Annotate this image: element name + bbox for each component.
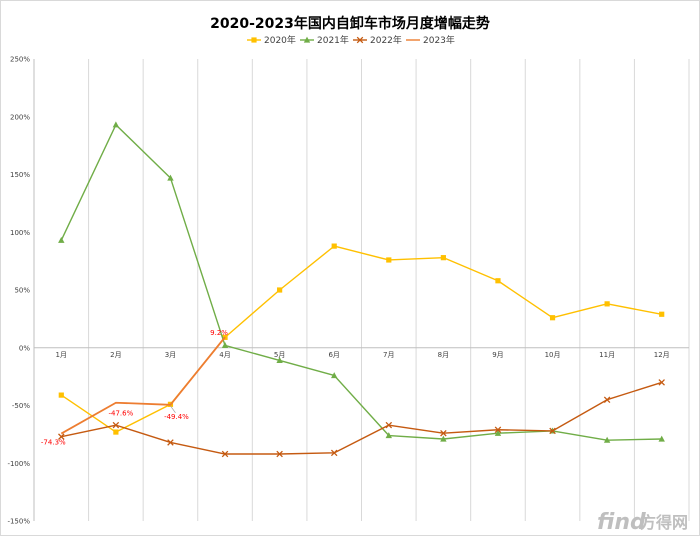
data-point [495, 278, 501, 284]
x-tick-label: 1月 [56, 351, 67, 359]
x-tick-label: 9月 [492, 351, 503, 359]
legend-item: 2020年 [247, 34, 296, 46]
data-point [221, 342, 229, 349]
legend-label: 2021年 [317, 34, 349, 46]
legend-item: 2021年 [300, 34, 349, 46]
data-point [330, 449, 338, 457]
chart-title: 2020-2023年国内自卸车市场月度增幅走势 [210, 15, 490, 32]
data-labels: -74.3% -47.6% -49.4% 9.2% [41, 329, 228, 446]
y-tick-label: -100% [7, 460, 30, 468]
data-label: 9.2% [210, 329, 228, 337]
watermark-suffix: 方得网 [640, 513, 688, 532]
data-point [356, 36, 364, 44]
data-point [58, 433, 65, 440]
y-tick-label: 250% [10, 56, 30, 64]
legend-label: 2023年 [423, 34, 455, 46]
data-point [603, 436, 611, 443]
data-point [276, 357, 283, 364]
x-tick-label: 4月 [219, 351, 230, 359]
series-layer [58, 121, 665, 458]
data-point [494, 426, 502, 434]
x-tick-label: 7月 [383, 351, 394, 359]
data-point [303, 36, 311, 43]
data-point [440, 255, 446, 261]
y-tick-label: 150% [10, 171, 30, 179]
series-line [60, 245, 662, 433]
y-tick-label: -150% [7, 518, 30, 526]
data-point [331, 372, 338, 379]
y-tick-label: 200% [10, 113, 30, 121]
data-point [58, 392, 64, 398]
data-point [658, 379, 665, 386]
data-point [386, 257, 392, 263]
x-tick-label: 5月 [274, 351, 285, 359]
legend-item: 2023年 [406, 34, 455, 46]
data-point [331, 243, 337, 249]
legend: 2020年 2021年 2022年 2023年 [247, 34, 455, 46]
series-line [61, 381, 662, 455]
watermark-brand: find [597, 510, 646, 535]
data-point [251, 37, 257, 43]
x-axis: 1月 2月 3月 4月 5月 6月 7月 8月 9月 10月 11月 12月 [56, 351, 670, 359]
series-2 [58, 121, 665, 443]
data-point [112, 121, 120, 128]
data-point [603, 396, 611, 403]
data-point [659, 311, 665, 317]
x-tick-label: 12月 [654, 351, 670, 359]
data-point [167, 174, 174, 181]
data-point [604, 301, 610, 307]
data-point [385, 432, 392, 439]
data-point [440, 435, 447, 442]
watermark: find 方得网 [597, 510, 688, 535]
data-point [277, 287, 283, 293]
data-point [658, 435, 665, 442]
data-point [549, 427, 556, 435]
data-point [113, 429, 119, 435]
label-leader-line [170, 405, 176, 414]
y-axis: 250% 200% 150% 100% 50% 0% -50% -100% -150% [7, 56, 30, 526]
x-tick-label: 11月 [599, 351, 615, 359]
data-point [58, 236, 65, 243]
data-point [440, 429, 447, 437]
y-tick-label: -50% [12, 402, 30, 410]
data-point [167, 439, 174, 446]
y-tick-label: 0% [19, 344, 30, 352]
series-line [60, 124, 662, 441]
data-point [276, 450, 283, 458]
x-tick-label: 8月 [438, 351, 449, 359]
y-tick-label: 100% [10, 229, 30, 237]
legend-label: 2020年 [264, 34, 296, 46]
series-4 [60, 336, 226, 435]
legend-label: 2022年 [370, 34, 402, 46]
data-label: -74.3% [41, 439, 66, 447]
data-point [494, 429, 502, 436]
series-3 [58, 379, 665, 458]
data-label: -47.6% [108, 410, 133, 418]
grid [33, 59, 690, 521]
data-point [385, 421, 393, 429]
data-point [549, 315, 556, 321]
x-tick-label: 6月 [328, 351, 339, 359]
series-line [60, 336, 226, 435]
y-tick-label: 50% [14, 287, 30, 295]
legend-item: 2022年 [353, 34, 402, 46]
x-tick-label: 3月 [165, 351, 176, 359]
x-tick-label: 10月 [545, 351, 561, 359]
x-tick-label: 2月 [110, 351, 121, 359]
data-point [221, 450, 229, 458]
data-label: -49.4% [164, 413, 189, 421]
data-point [112, 421, 120, 429]
